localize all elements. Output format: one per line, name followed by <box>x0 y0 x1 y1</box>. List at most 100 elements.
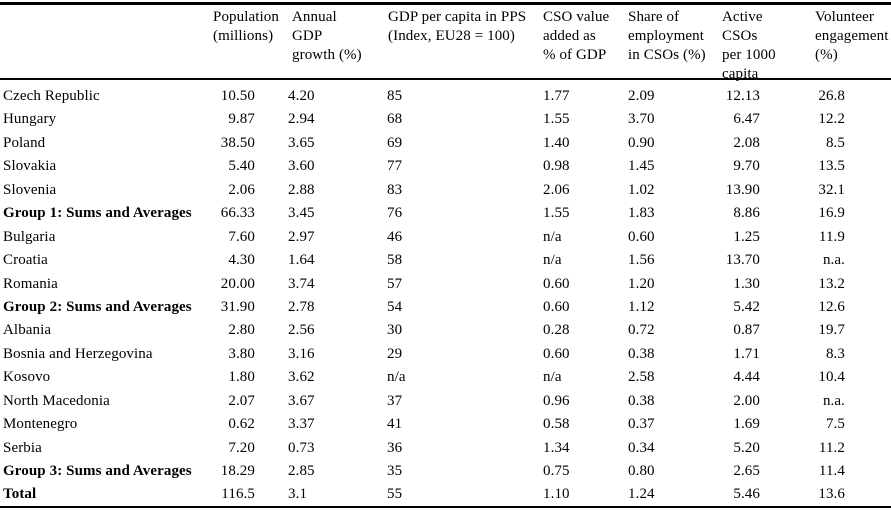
table-cell: 5.42 <box>733 298 760 315</box>
table-cell: 0.28 <box>543 322 570 339</box>
table-cell: 10.50 <box>220 88 255 104</box>
table-cell: 1.40 <box>543 134 570 151</box>
table-cell: 0.80 <box>628 463 655 479</box>
table-cell: 2.07 <box>228 392 255 409</box>
table-cell: n/a <box>543 252 562 269</box>
table-row: Poland 38.50 3.65 69 1.40 0.90 2.08 8.5 <box>0 132 891 155</box>
table-cell: 2.06 <box>543 181 570 198</box>
table-cell: 0.60 <box>543 298 570 315</box>
row-label: Czech Republic <box>3 88 100 104</box>
table-cell: 12.2 <box>818 111 845 128</box>
table-row: Hungary 9.87 2.94 68 1.55 3.70 6.47 12.2 <box>0 108 891 131</box>
table-cell: 38.50 <box>220 134 255 151</box>
row-label: Group 1: Sums and Averages <box>3 205 192 222</box>
table-cell: 32.1 <box>818 181 845 198</box>
table-cell: 20.00 <box>220 275 255 292</box>
table-cell: 3.62 <box>288 369 315 386</box>
table-cell: 41 <box>387 416 403 433</box>
table-cell: 83 <box>387 181 403 198</box>
table-cell: 55 <box>387 486 403 503</box>
table-header-row: Population (millions) Annual GDP growth (… <box>0 2 891 82</box>
table-cell: n/a <box>543 369 562 386</box>
table-cell: 11.2 <box>818 439 845 456</box>
table-cell: 66.33 <box>220 205 255 222</box>
column-header-active_csos_per_1000: Active CSOs per 1000 capita <box>722 9 776 82</box>
table-cell: 1.12 <box>628 298 655 315</box>
table-cell: 0.90 <box>628 134 655 151</box>
table-cell: 4.44 <box>733 369 760 386</box>
table-cell: 2.97 <box>288 228 315 245</box>
table-body: Czech Republic 10.50 4.20 85 1.77 2.09 12.13 26… <box>0 85 891 507</box>
table-row: Bulgaria 7.60 2.97 46 n/a 0.60 1.25 11.9 <box>0 226 891 249</box>
table-cell: 13.6 <box>818 486 845 503</box>
row-label: Montenegro <box>3 416 78 433</box>
table-cell: 1.71 <box>733 345 760 362</box>
table-cell: 58 <box>387 252 403 269</box>
table-cell: 2.78 <box>288 298 315 315</box>
table-cell: 0.73 <box>288 439 315 456</box>
table-cell: 11.4 <box>818 463 845 479</box>
row-label: Bosnia and Herzegovina <box>3 345 153 362</box>
table-row: Kosovo 1.80 3.62 n/a n/a 2.58 4.44 10.4 <box>0 366 891 389</box>
table-cell: 30 <box>387 322 403 339</box>
table-cell: n/a <box>543 228 562 245</box>
column-header-population: Population (millions) <box>213 9 280 44</box>
table-cell: 36 <box>387 439 403 456</box>
table-cell: 37 <box>387 392 403 409</box>
table-row: Group 1: Sums and Averages 66.33 3.45 76 1.5… <box>0 202 891 225</box>
table-cell: 7.5 <box>825 416 845 433</box>
table-row: Montenegro 0.62 3.37 41 0.58 0.37 1.69 7.5 <box>0 413 891 436</box>
table-row: Albania 2.80 2.56 30 0.28 0.72 0.87 19.7 <box>0 319 891 342</box>
table-cell: 3.70 <box>628 111 655 128</box>
table-cell: 1.10 <box>543 486 570 503</box>
table-cell: 77 <box>387 158 403 175</box>
table-cell: 4.30 <box>228 252 255 269</box>
table-cell: 85 <box>387 88 403 104</box>
table-cell: n.a. <box>822 252 845 269</box>
table-cell: 29 <box>387 345 403 362</box>
table-cell: 2.00 <box>733 392 760 409</box>
table-cell: 26.8 <box>818 88 845 104</box>
table-cell: 1.20 <box>628 275 655 292</box>
row-label: Total <box>3 486 37 503</box>
table-cell: 1.02 <box>628 181 655 198</box>
table-cell: 68 <box>387 111 403 128</box>
row-label: North Macedonia <box>3 392 110 409</box>
table-cell: 0.62 <box>228 416 255 433</box>
table-row: Group 2: Sums and Averages 31.90 2.78 54 0.6… <box>0 296 891 319</box>
table-cell: 0.38 <box>628 392 655 409</box>
row-label: Slovakia <box>3 158 57 175</box>
table-cell: 0.58 <box>543 416 570 433</box>
table-row: Group 3: Sums and Averages 18.29 2.85 35 0.7… <box>0 460 891 483</box>
table-cell: 12.13 <box>725 88 760 104</box>
table-cell: 18.29 <box>220 463 255 479</box>
row-label: Bulgaria <box>3 228 56 245</box>
table-cell: 1.56 <box>628 252 655 269</box>
table-cell: 3.16 <box>288 345 315 362</box>
table-cell: 69 <box>387 134 403 151</box>
table-cell: 57 <box>387 275 403 292</box>
column-header-annual_gdp_growth: Annual GDP growth (%) <box>292 9 362 63</box>
table-cell: 3.74 <box>288 275 315 292</box>
table-cell: 13.2 <box>818 275 845 292</box>
table-cell: 116.5 <box>221 486 255 503</box>
table-cell: 3.60 <box>288 158 315 175</box>
table-cell: 0.60 <box>628 228 655 245</box>
table-cell: 54 <box>387 298 403 315</box>
table-cell: 3.1 <box>288 486 308 503</box>
table-cell: 2.94 <box>288 111 315 128</box>
table-cell: 16.9 <box>818 205 845 222</box>
table-cell: 8.86 <box>733 205 760 222</box>
table-cell: 0.98 <box>543 158 570 175</box>
table-cell: 9.70 <box>733 158 760 175</box>
table-cell: 1.55 <box>543 111 570 128</box>
table-row: Slovenia 2.06 2.88 83 2.06 1.02 13.90 32.1 <box>0 179 891 202</box>
row-label: Kosovo <box>3 369 51 386</box>
table-row: Serbia 7.20 0.73 36 1.34 0.34 5.20 11.2 <box>0 437 891 460</box>
table-cell: 1.34 <box>543 439 570 456</box>
table-cell: 13.5 <box>818 158 845 175</box>
table-cell: 7.60 <box>228 228 255 245</box>
table-cell: 1.83 <box>628 205 655 222</box>
table-cell: 8.3 <box>825 345 845 362</box>
table-cell: 2.65 <box>733 463 760 479</box>
